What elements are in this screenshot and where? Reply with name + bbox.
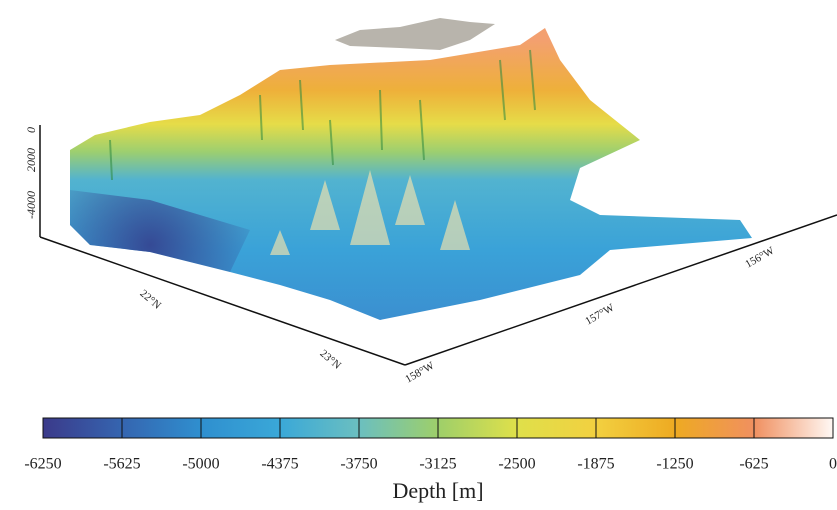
colorbar-tick-label: -2500 <box>498 456 535 473</box>
z-tick-label: 0 <box>24 127 38 133</box>
colorbar-tick-label: 0 <box>829 456 837 473</box>
lon-tick-label: 157°W <box>583 301 617 327</box>
terrain-surface <box>70 28 752 320</box>
z-tick-label: 2000 <box>24 148 38 172</box>
colorbar-tick-label: -1250 <box>656 456 693 473</box>
terrain <box>70 18 752 320</box>
colorbar-tick-label: -3750 <box>340 456 377 473</box>
colorbar-tick-label: -5000 <box>182 456 219 473</box>
colorbar-tick-label: -1875 <box>577 456 614 473</box>
colorbar-tick-label: -625 <box>739 456 768 473</box>
colorbar-tick-label: -5625 <box>103 456 140 473</box>
island <box>335 18 495 50</box>
page: Depth [m] -40002000022°N23°N158°W157°W15… <box>0 0 837 510</box>
z-tick-label: -4000 <box>24 191 38 219</box>
lon-tick-label: 156°W <box>743 244 777 270</box>
lat-tick-label: 22°N <box>138 288 164 312</box>
colorbar-tick-label: -6250 <box>24 456 61 473</box>
colorbar-tick-label: -3125 <box>419 456 456 473</box>
lat-tick-label: 23°N <box>318 348 344 372</box>
colorbar-label: Depth [m] <box>392 478 483 503</box>
colorbar-tick-label: -4375 <box>261 456 298 473</box>
